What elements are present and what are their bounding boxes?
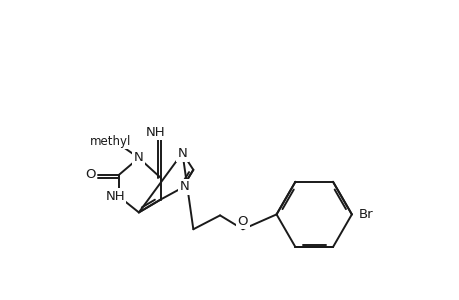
Text: N: N (134, 152, 143, 164)
Text: NH: NH (146, 126, 165, 139)
Text: methyl: methyl (89, 135, 130, 148)
Text: N: N (177, 148, 187, 160)
Text: NH: NH (105, 190, 124, 203)
Text: Br: Br (358, 208, 372, 221)
Text: N: N (179, 180, 189, 193)
Text: O: O (85, 168, 95, 181)
Text: O: O (237, 215, 247, 228)
